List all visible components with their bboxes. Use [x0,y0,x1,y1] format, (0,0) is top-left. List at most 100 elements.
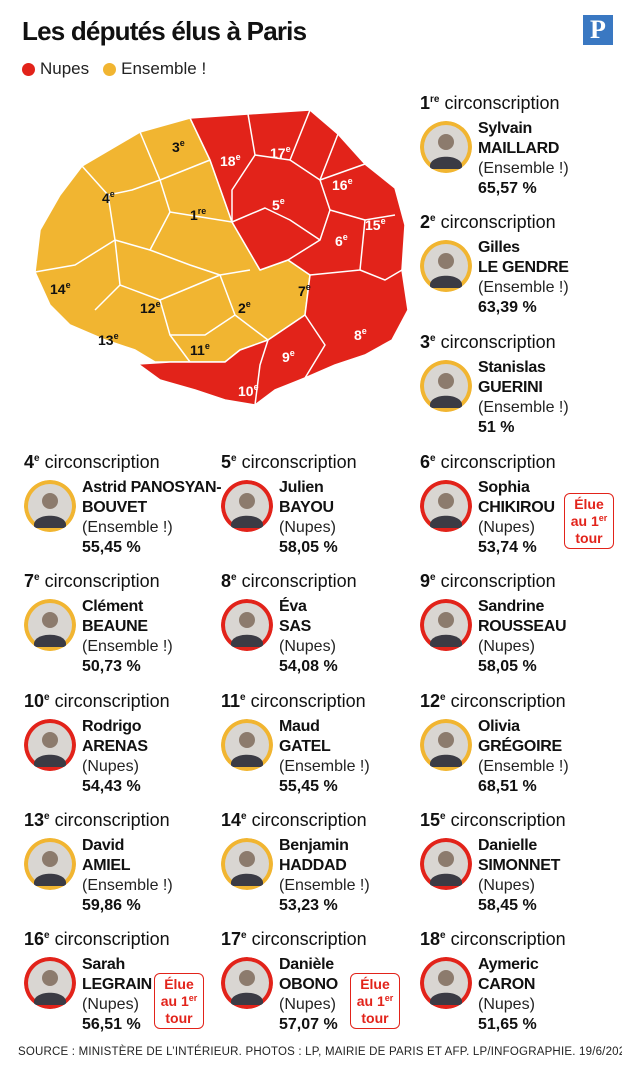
deputy-info: Sandrine ROUSSEAU (Nupes) 58,05 % [478,597,567,677]
deputy-last-name: BOUVET [82,499,147,516]
deputy-info: Maud GATEL (Ensemble !) 55,45 % [279,717,370,797]
deputy-score: 53,23 % [279,897,338,914]
person-icon [420,719,472,771]
deputy-first-name: Rodrigo [82,718,142,735]
deputy-first-name: Sophia [478,479,530,496]
deputy-score: 56,51 % [82,1016,141,1033]
deputy-photo [420,360,472,412]
map-label-12: 12e [140,299,161,316]
deputy-party: (Ensemble !) [82,638,173,655]
map-label-14: 14e [50,280,71,297]
circonscription-heading: 9e circonscription [420,571,556,591]
deputy-score: 59,86 % [82,897,141,914]
deputy-first-name: Danielle [478,837,537,854]
deputy-last-name: CHIKIROU [478,499,555,516]
deputy-card-10: 10e circonscription Rodrigo ARENAS (Nupes) 5… [24,691,224,801]
person-icon [420,599,472,651]
deputy-photo [420,957,472,1009]
deputy-last-name: GATEL [279,738,331,755]
deputy-photo [420,480,472,532]
deputy-party: (Nupes) [478,638,535,655]
deputy-party: (Nupes) [478,996,535,1013]
deputy-score: 51 % [478,419,515,436]
person-icon [24,838,76,890]
deputy-card-4: 4e circonscription Astrid PANOSYAN- BOUVET… [24,452,224,562]
deputy-party: (Nupes) [82,996,139,1013]
circonscription-heading: 1re circonscription [420,93,560,113]
person-icon [420,838,472,890]
badge-line-1: Élue [574,496,604,512]
deputy-score: 58,05 % [279,539,338,556]
deputy-first-name: Danièle [279,956,334,973]
deputy-score: 68,51 % [478,778,537,795]
deputy-party: (Nupes) [82,758,139,775]
person-icon [24,719,76,771]
map-label-1: 1re [190,206,206,223]
deputy-photo [420,240,472,292]
deputy-last-name: SIMONNET [478,857,561,874]
deputy-photo [221,719,273,771]
person-icon [221,480,273,532]
person-icon [24,599,76,651]
badge-first-round-6: Élue au 1er tour [564,493,614,549]
deputy-card-1: 1re circonscription Sylvain MAILLARD (Ensem… [420,93,620,203]
map-label-16: 16e [332,176,353,193]
deputy-card-18: 18e circonscription Aymeric CARON (Nupes) 51… [420,929,620,1039]
legend-label-ensemble: Ensemble ! [121,59,207,78]
deputy-score: 58,05 % [478,658,537,675]
deputy-photo [24,719,76,771]
deputy-last-name: ROUSSEAU [478,618,567,635]
circonscription-heading: 2e circonscription [420,212,556,232]
deputy-first-name: Sandrine [478,598,545,615]
deputy-first-name: David [82,837,125,854]
deputy-info: Julien BAYOU (Nupes) 58,05 % [279,478,338,558]
deputy-card-12: 12e circonscription Olivia GRÉGOIRE (Ensemb… [420,691,620,801]
deputy-first-name: Maud [279,718,320,735]
deputy-last-name: OBONO [279,976,338,993]
deputy-photo [221,957,273,1009]
deputy-last-name: ARENAS [82,738,148,755]
map-label-11: 11e [190,341,210,358]
badge-line-2: au 1er [356,993,394,1009]
circonscription-heading: 3e circonscription [420,332,556,352]
deputy-party: (Ensemble !) [82,519,173,536]
deputy-score: 57,07 % [279,1016,338,1033]
map-label-7: 7e [298,282,311,299]
person-icon [420,240,472,292]
deputy-info: Clément BEAUNE (Ensemble !) 50,73 % [82,597,173,677]
circonscription-heading: 16e circonscription [24,929,170,949]
circonscription-heading: 4e circonscription [24,452,160,472]
deputy-score: 55,45 % [82,539,141,556]
map-label-2: 2e [238,299,251,316]
deputy-photo [24,838,76,890]
legend-dot-nupes [22,62,35,76]
deputy-last-name: BAYOU [279,499,334,516]
map-label-17: 17e [270,144,291,161]
deputy-photo [24,599,76,651]
deputy-score: 54,08 % [279,658,338,675]
deputy-info: Sarah LEGRAIN (Nupes) 56,51 % [82,955,152,1035]
deputy-party: (Ensemble !) [82,877,173,894]
deputy-score: 54,43 % [82,778,141,795]
circonscription-heading: 12e circonscription [420,691,566,711]
deputy-photo [420,121,472,173]
deputy-party: (Ensemble !) [478,279,569,296]
person-icon [420,957,472,1009]
deputy-last-name: LE GENDRE [478,259,569,276]
deputy-card-2: 2e circonscription Gilles LE GENDRE (Ensemb… [420,212,620,322]
map-label-9: 9e [282,348,295,365]
map-label-13: 13e [98,331,119,348]
deputy-first-name: Julien [279,479,324,496]
deputy-first-name: Éva [279,598,307,615]
deputy-photo [420,719,472,771]
deputy-party: (Ensemble !) [279,758,370,775]
circonscription-heading: 18e circonscription [420,929,566,949]
deputy-first-name: Aymeric [478,956,539,973]
deputy-party: (Nupes) [478,519,535,536]
deputy-photo [221,599,273,651]
circonscription-heading: 13e circonscription [24,810,170,830]
badge-line-3: tour [165,1010,193,1026]
deputy-card-15: 15e circonscription Danielle SIMONNET (Nupe… [420,810,620,920]
deputy-info: Rodrigo ARENAS (Nupes) 54,43 % [82,717,148,797]
deputy-card-13: 13e circonscription David AMIEL (Ensemble !… [24,810,224,920]
